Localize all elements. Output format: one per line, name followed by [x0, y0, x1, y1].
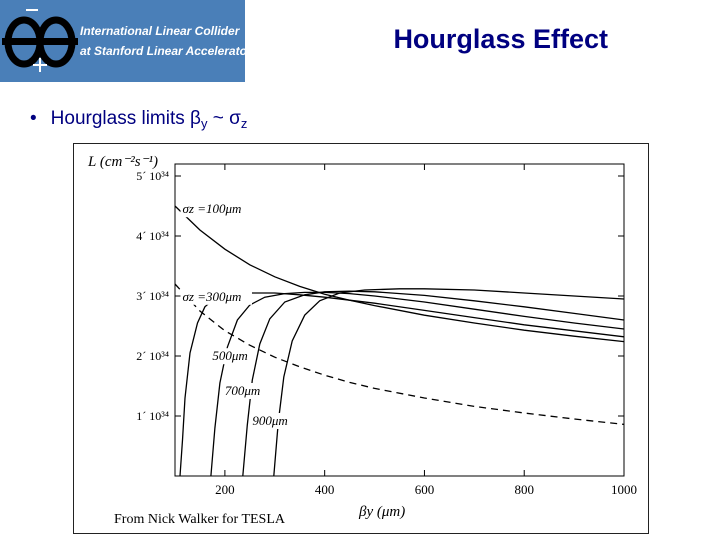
y-tick-label: 1´ 10³⁴ — [136, 409, 169, 423]
x-tick-label: 1000 — [611, 482, 637, 497]
series-annotation: σz =300μm — [182, 289, 241, 304]
annotation-backdrop — [180, 288, 252, 305]
y-tick-label: 5´ 10³⁴ — [136, 169, 169, 183]
annotation-backdrop — [250, 413, 292, 429]
bullet-hourglass: • Hourglass limits βy ~ σz — [30, 108, 247, 131]
logo-line-1: International Linear Collider — [80, 24, 240, 38]
series-annotation: σz =100μm — [182, 201, 241, 216]
x-tick-label: 600 — [415, 482, 435, 497]
ilc-logo: International Linear Collider at Stanfor… — [0, 0, 293, 82]
bullet-text: Hourglass limits — [50, 108, 191, 129]
luminosity-figure: 200 400 600 800 1000 1´ 10³⁴ 2´ 10³⁴ 3´ 10³⁴ 4´ … — [73, 143, 649, 534]
slide-title: Hourglass Effect — [393, 24, 608, 54]
luminosity-chart: 200 400 600 800 1000 1´ 10³⁴ 2´ 10³⁴ 3´ 10³⁴ 4´ … — [87, 154, 637, 527]
series-annotation: 900μm — [252, 413, 287, 428]
y-tick-label: 2´ 10³⁴ — [136, 349, 169, 363]
annotation-backdrop — [222, 383, 265, 399]
x-tick-label: 400 — [315, 482, 335, 497]
series-annotation: 700μm — [225, 383, 260, 398]
beta-symbol: β — [190, 108, 201, 129]
series-line-1 — [174, 205, 625, 343]
logo-line-2: at Stanford Linear Accelerator Center — [80, 44, 293, 58]
y-tick-label: 4´ 10³⁴ — [136, 229, 169, 243]
ilc-emblem-icon — [2, 9, 78, 72]
series-line-6 — [174, 283, 625, 426]
x-tick-label: 200 — [215, 482, 235, 497]
annotation-backdrop — [210, 348, 252, 365]
y-tick-label: 3´ 10³⁴ — [136, 289, 169, 303]
series-line-5 — [273, 288, 625, 477]
figure-caption: From Nick Walker for TESLA — [114, 512, 286, 527]
series-line-3 — [210, 291, 625, 477]
series-line-4 — [242, 290, 625, 477]
series-line-2 — [179, 292, 625, 477]
beta-subscript: y — [200, 116, 208, 131]
sigma-symbol: σ — [229, 108, 241, 129]
annotation-backdrop — [180, 201, 252, 218]
sigma-subscript: z — [240, 116, 248, 131]
series-annotation: 500μm — [212, 348, 247, 363]
y-axis-label: L (cm⁻²s⁻¹) — [87, 154, 158, 170]
x-axis-label: βy (μm) — [358, 504, 405, 520]
tilde-symbol: ~ — [207, 108, 230, 129]
bullet-dot: • — [30, 108, 37, 129]
x-tick-label: 800 — [514, 482, 534, 497]
